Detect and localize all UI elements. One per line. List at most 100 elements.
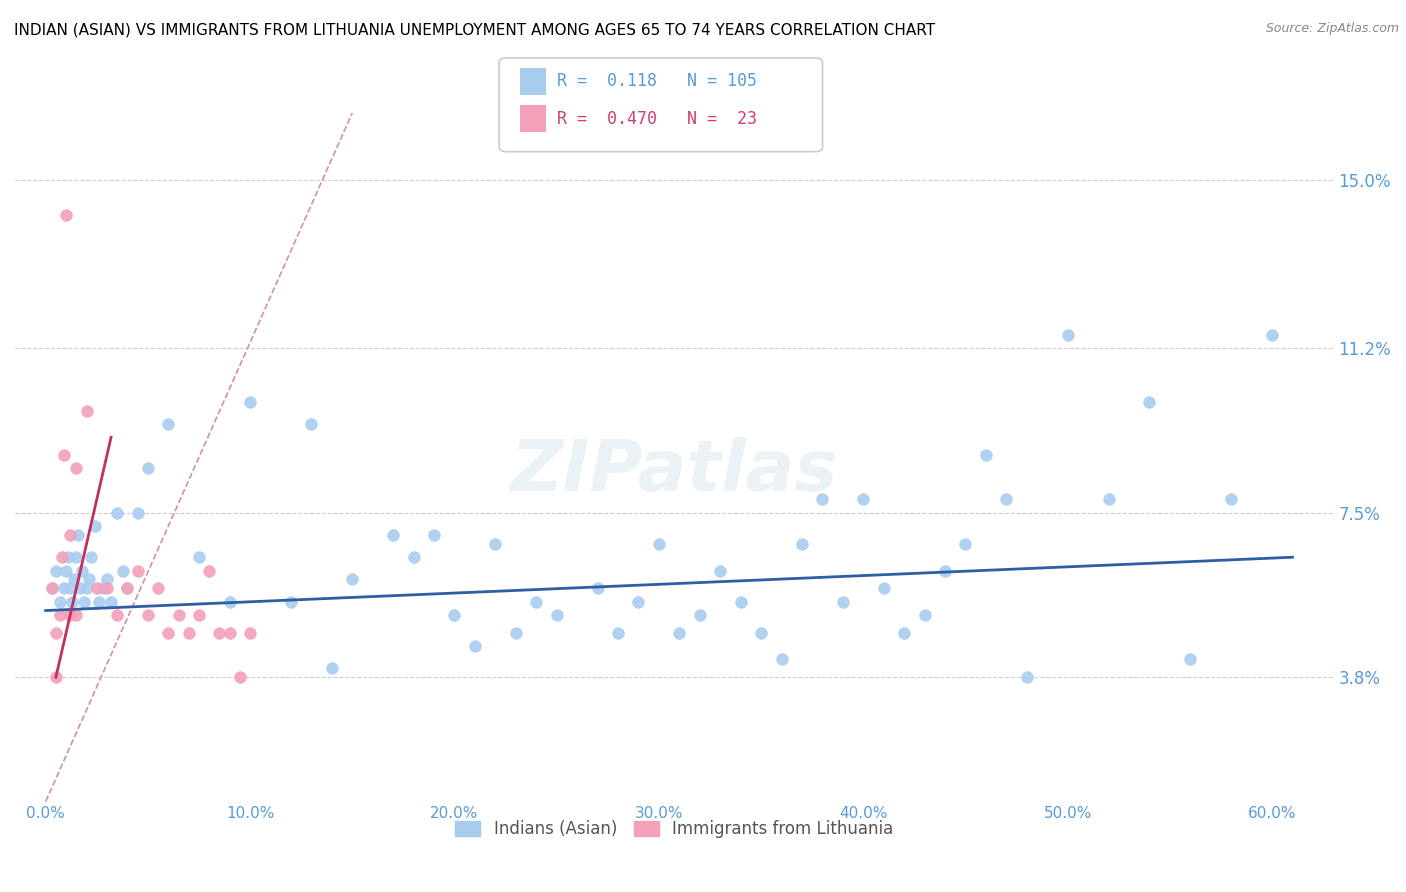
Point <box>873 582 896 596</box>
Point <box>546 607 568 622</box>
Point <box>280 594 302 608</box>
Text: Source: ZipAtlas.com: Source: ZipAtlas.com <box>1265 22 1399 36</box>
Point <box>96 573 118 587</box>
Point <box>55 564 77 578</box>
Point <box>157 417 180 431</box>
Text: INDIAN (ASIAN) VS IMMIGRANTS FROM LITHUANIA UNEMPLOYMENT AMONG AGES 65 TO 74 YEA: INDIAN (ASIAN) VS IMMIGRANTS FROM LITHUA… <box>14 22 935 37</box>
Point <box>83 519 105 533</box>
Point <box>218 625 240 640</box>
Point <box>321 661 343 675</box>
Point <box>443 607 465 622</box>
Point <box>709 564 731 578</box>
Point <box>239 394 262 409</box>
Point <box>770 652 793 666</box>
Point <box>974 448 997 462</box>
Point <box>893 625 915 640</box>
Point <box>914 607 936 622</box>
Point <box>382 528 405 542</box>
Point <box>76 582 98 596</box>
Point <box>668 625 690 640</box>
Point <box>73 594 96 608</box>
Point <box>127 506 149 520</box>
Point <box>146 582 169 596</box>
Point <box>76 403 98 417</box>
Text: R =  0.118   N = 105: R = 0.118 N = 105 <box>557 72 756 90</box>
Point <box>239 625 262 640</box>
Point <box>484 537 506 551</box>
Point <box>1097 492 1119 507</box>
Point <box>136 461 159 475</box>
Point <box>464 639 486 653</box>
Point <box>229 670 252 684</box>
Point <box>995 492 1018 507</box>
Point <box>524 594 547 608</box>
Point <box>730 594 752 608</box>
Point <box>607 625 630 640</box>
Point <box>67 528 90 542</box>
Point <box>208 625 231 640</box>
Point <box>299 417 322 431</box>
Point <box>648 537 671 551</box>
Point <box>198 564 221 578</box>
Point <box>423 528 446 542</box>
Point <box>402 550 425 565</box>
Point <box>59 528 82 542</box>
Point <box>188 607 211 622</box>
Point <box>1139 394 1161 409</box>
Text: R =  0.470   N =  23: R = 0.470 N = 23 <box>557 110 756 128</box>
Point <box>53 448 76 462</box>
Point <box>105 607 128 622</box>
Point <box>1220 492 1243 507</box>
Point <box>689 607 711 622</box>
Point <box>45 564 67 578</box>
Point <box>749 625 772 640</box>
Point <box>1180 652 1202 666</box>
Point <box>342 573 364 587</box>
Point <box>87 594 110 608</box>
Point <box>41 582 63 596</box>
Point <box>91 582 114 596</box>
Point <box>72 564 94 578</box>
Point <box>934 564 956 578</box>
Point <box>112 564 135 578</box>
Point <box>96 582 118 596</box>
Point <box>49 607 72 622</box>
Point <box>852 492 875 507</box>
Point <box>86 582 108 596</box>
Point <box>955 537 977 551</box>
Point <box>831 594 853 608</box>
Point <box>177 625 200 640</box>
Point <box>218 594 240 608</box>
Point <box>59 582 82 596</box>
Point <box>41 582 63 596</box>
Point <box>65 607 87 622</box>
Point <box>157 625 180 640</box>
Point <box>117 582 139 596</box>
Point <box>811 492 834 507</box>
Point <box>79 550 101 565</box>
Point <box>65 550 87 565</box>
Point <box>105 506 128 520</box>
Point <box>51 550 73 565</box>
Point <box>77 573 100 587</box>
Point <box>63 573 86 587</box>
Point <box>56 550 79 565</box>
Point <box>65 461 87 475</box>
Point <box>100 594 122 608</box>
Point <box>69 582 91 596</box>
Point <box>53 582 76 596</box>
Point <box>45 670 67 684</box>
Point <box>790 537 813 551</box>
Point <box>60 594 83 608</box>
Point <box>1261 328 1284 343</box>
Point <box>188 550 211 565</box>
Point <box>49 594 72 608</box>
Point <box>59 607 82 622</box>
Point <box>45 625 67 640</box>
Point <box>55 208 77 222</box>
Point <box>127 564 149 578</box>
Point <box>586 582 609 596</box>
Point <box>1015 670 1038 684</box>
Text: ZIPatlas: ZIPatlas <box>510 437 838 506</box>
Point <box>627 594 650 608</box>
